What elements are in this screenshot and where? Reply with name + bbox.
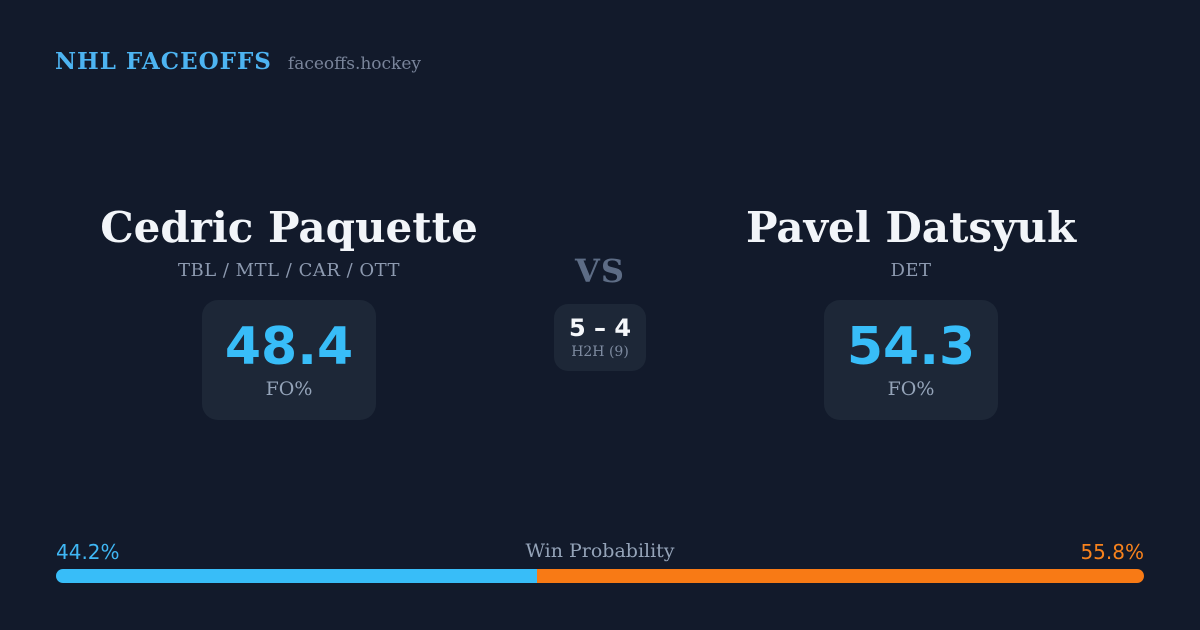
- vs-label: VS: [575, 252, 625, 290]
- win-probability-left-pct: 44.2%: [56, 540, 120, 564]
- site-url: faceoffs.hockey: [287, 54, 422, 74]
- player-left-fo-pct: 48.4: [224, 316, 354, 377]
- player-right-teams: DET: [890, 260, 932, 282]
- win-probability-right-pct: 55.8%: [1080, 540, 1144, 564]
- h2h-box: 5 – 4 H2H (9): [554, 304, 646, 371]
- player-left-name: Cedric Paquette: [100, 203, 478, 252]
- h2h-score: 5 – 4: [568, 314, 632, 343]
- player-left-teams: TBL / MTL / CAR / OTT: [177, 260, 401, 282]
- win-probability-title: Win Probability: [525, 540, 675, 562]
- player-left-fo-label: FO%: [265, 378, 313, 401]
- player-right-fo-pct: 54.3: [846, 316, 976, 377]
- win-bar-right: [536, 569, 1144, 583]
- h2h-count-label: H2H (9): [571, 343, 629, 360]
- player-left-column: Cedric Paquette TBL / MTL / CAR / OTT 48…: [100, 204, 478, 421]
- win-bar-left: [56, 569, 537, 583]
- player-left-stat-box: 48.4 FO%: [202, 300, 376, 421]
- player-right-name: Pavel Datsyuk: [745, 203, 1077, 252]
- player-right-stat-box: 54.3 FO%: [824, 300, 998, 421]
- player-right-fo-label: FO%: [887, 378, 935, 401]
- win-probability-bar: [56, 569, 1144, 583]
- header: NHL FACEOFFS faceoffs.hockey: [55, 48, 421, 75]
- win-probability-labels: 44.2% Win Probability 55.8%: [56, 540, 1144, 564]
- brand-title: NHL FACEOFFS: [55, 48, 272, 75]
- player-right-column: Pavel Datsyuk DET 54.3 FO%: [731, 203, 1091, 421]
- versus-column: VS 5 – 4 H2H (9): [540, 252, 660, 371]
